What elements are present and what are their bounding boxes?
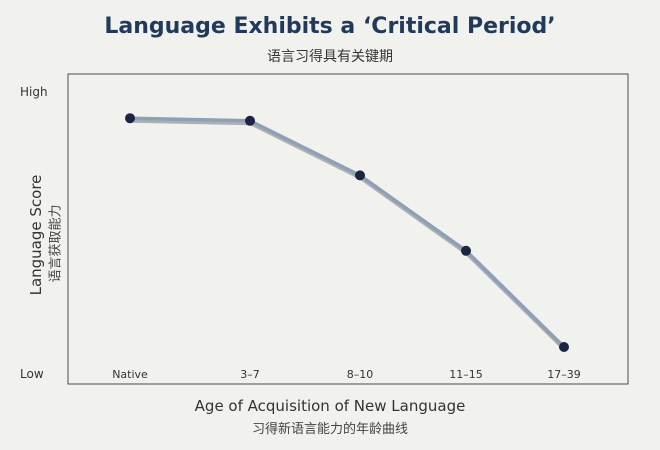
chart-subtitle: 语言习得具有关键期 — [267, 49, 393, 65]
x-tick-label-3: 11–15 — [449, 368, 483, 381]
plot-frame — [67, 73, 629, 385]
x-tick-label-4: 17–39 — [547, 368, 581, 381]
y-tick-label-low: Low — [20, 367, 44, 381]
data-point-1 — [245, 115, 255, 126]
data-point-0 — [125, 113, 135, 124]
x-tick-label-2: 8–10 — [347, 368, 374, 381]
series-line-shadow — [130, 117, 567, 351]
data-point-2 — [355, 170, 365, 181]
chart-title: Language Exhibits a ‘Critical Period’ — [104, 14, 556, 39]
y-tick-label-high: High — [20, 85, 48, 99]
data-point-3 — [461, 245, 471, 256]
x-axis-label: Age of Acquisition of New Language — [194, 397, 466, 415]
x-axis-label-cn: 习得新语言能力的年龄曲线 — [251, 422, 408, 437]
data-point-4 — [559, 342, 569, 352]
x-tick-label-1: 3–7 — [240, 368, 260, 381]
series-line — [129, 116, 566, 349]
x-tick-label-0: Native — [112, 368, 148, 381]
